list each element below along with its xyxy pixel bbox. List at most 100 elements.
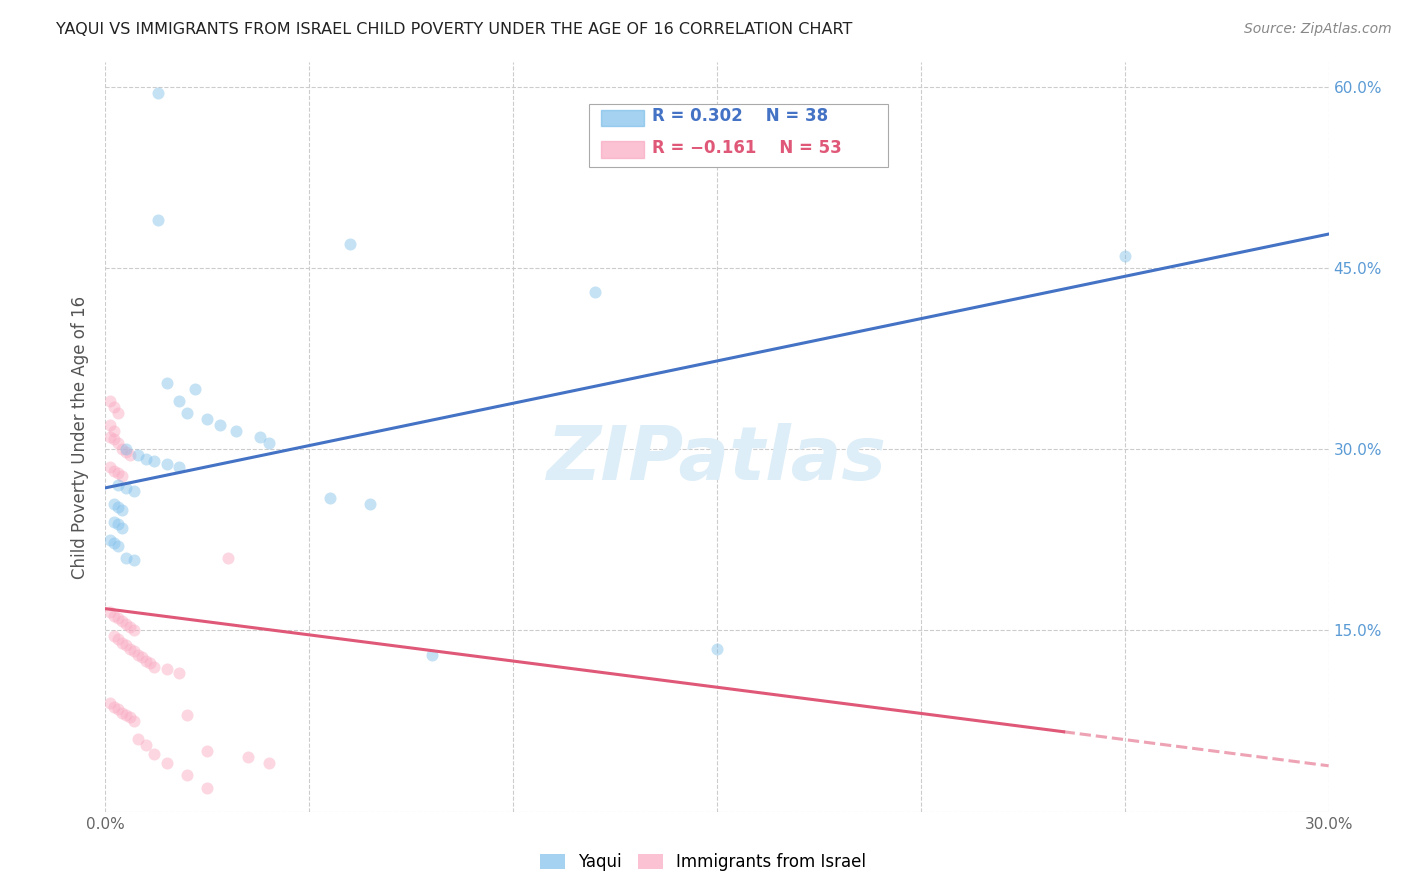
Text: R = −0.161    N = 53: R = −0.161 N = 53	[652, 139, 842, 157]
Point	[111, 521, 134, 535]
Point	[103, 464, 125, 478]
Point	[98, 430, 121, 444]
Point	[1114, 249, 1136, 263]
Point	[103, 699, 125, 714]
Point	[103, 424, 125, 438]
Point	[156, 376, 179, 390]
Point	[103, 433, 125, 447]
Point	[127, 648, 149, 662]
Point	[118, 448, 141, 462]
Point	[107, 702, 129, 716]
Point	[135, 738, 157, 752]
Point	[122, 644, 145, 658]
Point	[107, 406, 129, 420]
Point	[122, 714, 145, 728]
Point	[148, 86, 170, 100]
Point	[98, 417, 121, 432]
Point	[115, 444, 138, 458]
Point	[115, 481, 138, 495]
Point	[118, 620, 141, 634]
Text: YAQUI VS IMMIGRANTS FROM ISRAEL CHILD POVERTY UNDER THE AGE OF 16 CORRELATION CH: YAQUI VS IMMIGRANTS FROM ISRAEL CHILD PO…	[56, 22, 852, 37]
Point	[118, 641, 141, 656]
Point	[103, 536, 125, 550]
Point	[98, 533, 121, 547]
Point	[249, 430, 271, 444]
Point	[339, 236, 361, 251]
Text: R = 0.302    N = 38: R = 0.302 N = 38	[652, 107, 828, 126]
Point	[127, 448, 149, 462]
Point	[111, 502, 134, 516]
Point	[107, 500, 129, 515]
Point	[115, 550, 138, 565]
Point	[107, 539, 129, 553]
Point	[420, 648, 443, 662]
Point	[107, 611, 129, 625]
Point	[131, 650, 153, 665]
Point	[122, 624, 145, 638]
Point	[107, 632, 129, 646]
Point	[184, 382, 207, 396]
Point	[115, 617, 138, 632]
Point	[98, 696, 121, 710]
Point	[208, 417, 231, 432]
Point	[139, 656, 162, 670]
Point	[167, 665, 190, 680]
Point	[111, 635, 134, 649]
Point	[122, 484, 145, 499]
Point	[583, 285, 606, 299]
Point	[107, 517, 129, 532]
Point	[217, 550, 239, 565]
Point	[197, 412, 219, 426]
Point	[257, 756, 280, 771]
Point	[257, 436, 280, 450]
Point	[167, 460, 190, 475]
Point	[156, 662, 179, 676]
Point	[176, 708, 198, 723]
Y-axis label: Child Poverty Under the Age of 16: Child Poverty Under the Age of 16	[72, 295, 90, 579]
Point	[115, 442, 138, 457]
Point	[107, 478, 129, 492]
FancyBboxPatch shape	[589, 103, 889, 168]
Point	[115, 708, 138, 723]
Point	[103, 400, 125, 414]
Point	[107, 467, 129, 481]
Point	[111, 468, 134, 483]
Point	[103, 609, 125, 624]
Legend: Yaqui, Immigrants from Israel: Yaqui, Immigrants from Israel	[531, 845, 875, 880]
Bar	[600, 141, 644, 158]
Point	[143, 747, 166, 761]
Point	[98, 393, 121, 408]
Text: ZIPatlas: ZIPatlas	[547, 423, 887, 496]
Point	[143, 454, 166, 468]
Point	[706, 641, 728, 656]
Point	[103, 515, 125, 529]
Point	[156, 457, 179, 471]
Point	[111, 614, 134, 628]
Point	[98, 460, 121, 475]
Point	[103, 497, 125, 511]
Point	[176, 406, 198, 420]
Point	[360, 497, 382, 511]
Point	[103, 630, 125, 644]
Point	[156, 756, 179, 771]
Point	[118, 710, 141, 724]
Point	[127, 732, 149, 747]
Point	[225, 424, 247, 438]
Text: Source: ZipAtlas.com: Source: ZipAtlas.com	[1244, 22, 1392, 37]
Point	[318, 491, 342, 505]
Point	[122, 553, 145, 567]
Point	[148, 212, 170, 227]
Point	[143, 659, 166, 673]
Bar	[600, 110, 644, 126]
Point	[107, 436, 129, 450]
Point	[197, 744, 219, 758]
Point	[135, 654, 157, 668]
Point	[111, 442, 134, 457]
Point	[236, 750, 260, 764]
Point	[135, 451, 157, 466]
Point	[197, 780, 219, 795]
Point	[98, 605, 121, 619]
Point	[176, 768, 198, 782]
Point	[167, 393, 190, 408]
Point	[115, 638, 138, 652]
